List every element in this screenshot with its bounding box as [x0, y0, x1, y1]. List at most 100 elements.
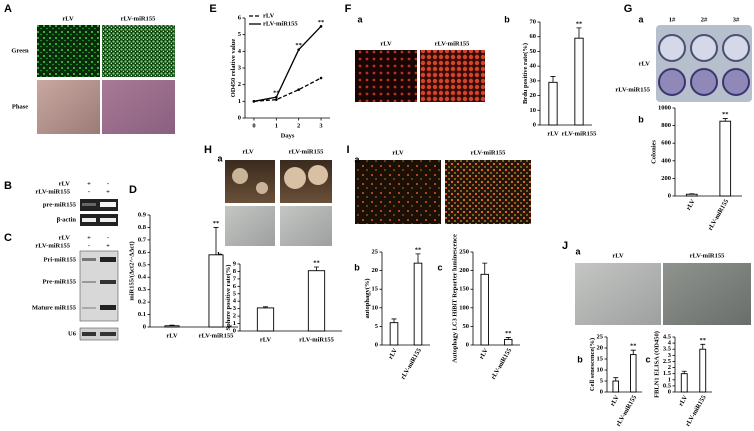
significance-label: **: [313, 259, 320, 266]
well: [658, 68, 686, 96]
x-tick-label: rLV: [678, 394, 690, 408]
x-axis-label: Days: [281, 132, 295, 139]
y-tick-label: 4: [238, 48, 242, 55]
significance-label: **: [630, 343, 637, 350]
error-bar: [415, 253, 421, 264]
sign: -: [88, 188, 90, 195]
bar: [164, 325, 180, 328]
y-axis-label: Brdu positive rate(%): [522, 43, 529, 104]
micrograph: [102, 80, 175, 134]
y-tick-label: 2.5: [663, 358, 672, 365]
y-tick-label: 0: [668, 388, 671, 395]
y-tick-label: 6: [233, 283, 237, 290]
condition-label: rLV-miR155: [35, 188, 70, 195]
point: [297, 88, 300, 91]
x-tick-label: rLV-miR155: [299, 336, 334, 343]
y-tick-label: 40: [530, 63, 537, 70]
y-axis-label: miR155/(Δct2^-ΔΔct): [129, 241, 136, 300]
micrograph: [225, 206, 275, 246]
column-label: rLV: [242, 148, 254, 155]
y-axis-label: Sphere positive rate(%): [225, 265, 232, 331]
series-line: [253, 77, 322, 102]
blot-band: [82, 281, 96, 283]
sub-label: b: [504, 14, 510, 24]
y-tick-label: 0.9: [138, 211, 147, 218]
column-label: rLV-miR155: [121, 15, 156, 22]
y-tick-label: 50: [530, 48, 537, 55]
sub-label: b: [354, 262, 360, 272]
y-tick-label: 0.5: [663, 382, 672, 389]
error-bar: [263, 306, 268, 308]
legend-label: rLV-miR155: [263, 20, 298, 27]
panel-letter: I: [346, 144, 349, 156]
x-tick-label: rLV-miR155: [490, 347, 514, 381]
y-tick-label: 2: [668, 364, 671, 371]
blot-band: [100, 280, 116, 284]
y-tick-label: 0: [668, 192, 671, 199]
x-tick-label: rLV-miR155: [400, 347, 424, 381]
micrograph: [420, 50, 485, 102]
well: [722, 68, 750, 96]
point: [275, 98, 278, 101]
y-tick-label: 9: [233, 260, 237, 267]
band-label: Pre-miR155: [43, 278, 77, 285]
bar: [307, 270, 326, 332]
bar: [548, 81, 558, 126]
row-label: rLV: [639, 60, 651, 67]
significance-label: **: [505, 330, 512, 337]
band-label: U6: [68, 330, 77, 337]
sign: -: [107, 234, 109, 241]
y-tick-label: 400: [661, 157, 671, 164]
point: [275, 95, 278, 99]
y-tick-label: 3: [238, 64, 242, 71]
y-tick-label: 1: [668, 376, 671, 383]
x-tick-label: 2: [297, 122, 300, 129]
x-tick-label: rLV: [478, 347, 490, 361]
x-tick-label: rLV-miR155: [707, 198, 731, 232]
row-label: Green: [11, 47, 29, 54]
significance-label: **: [415, 246, 422, 253]
y-tick-label: 3.5: [663, 346, 672, 353]
micrograph: [445, 160, 531, 224]
row-label: Phase: [12, 103, 28, 110]
bar: [719, 120, 732, 197]
y-tick-label: 4.5: [663, 333, 672, 340]
error-bar: [630, 349, 636, 355]
well-label: 2#: [701, 16, 708, 23]
blot-band: [100, 332, 116, 336]
y-tick-label: 6: [238, 14, 242, 21]
y-tick-label: 0.3: [138, 286, 147, 293]
y-tick-label: 5: [375, 323, 379, 330]
y-tick-label: 0.7: [138, 236, 147, 243]
error-bar: [314, 266, 319, 271]
y-tick-label: 4: [233, 298, 237, 305]
sub-label: a: [354, 154, 360, 164]
condition-label: rLV-miR155: [35, 242, 70, 249]
y-tick-label: 20: [372, 267, 379, 274]
band-label: Mature miR155: [32, 304, 77, 311]
sign: +: [87, 180, 91, 187]
y-tick-label: 60: [530, 33, 537, 40]
micrograph: [663, 263, 751, 325]
y-tick-label: 0: [375, 341, 378, 348]
x-tick-label: rLV-miR155: [562, 130, 597, 137]
x-tick-label: 1: [275, 122, 278, 129]
bar: [504, 338, 513, 346]
panel-letter: D: [129, 184, 137, 196]
sub-label: a: [217, 153, 223, 163]
y-tick-label: 25: [597, 333, 604, 340]
error-bar: [681, 370, 687, 374]
y-tick-label: 2: [233, 313, 236, 320]
sphere: [232, 168, 248, 184]
significance-label: **: [700, 337, 707, 344]
column-label: rLV-miR155: [690, 252, 725, 259]
band-label: Pri-miR155: [44, 256, 77, 263]
well-label: 1#: [669, 16, 676, 23]
y-tick-label: 20: [530, 92, 537, 99]
x-tick-label: 0: [252, 122, 255, 129]
y-tick-label: 600: [661, 140, 671, 147]
y-tick-label: 1: [233, 320, 236, 327]
y-axis-label: OD450 relative value: [230, 39, 237, 97]
y-tick-label: 30: [530, 77, 537, 84]
well: [690, 34, 718, 62]
